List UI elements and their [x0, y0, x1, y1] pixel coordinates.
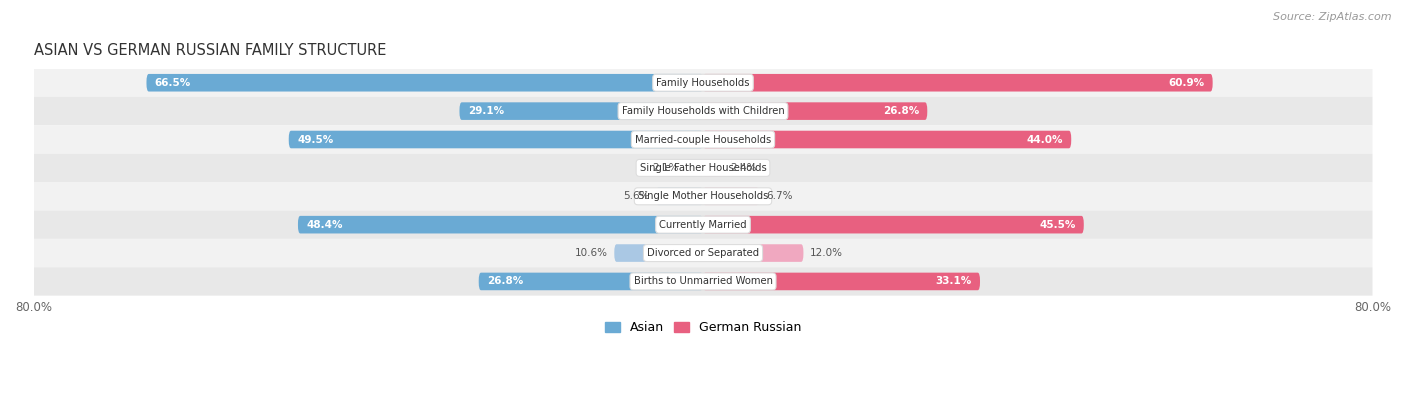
Text: 12.0%: 12.0% [810, 248, 844, 258]
Text: 2.4%: 2.4% [730, 163, 756, 173]
Text: Single Father Households: Single Father Households [640, 163, 766, 173]
FancyBboxPatch shape [703, 102, 928, 120]
Text: 5.6%: 5.6% [623, 191, 650, 201]
FancyBboxPatch shape [614, 244, 703, 262]
FancyBboxPatch shape [298, 216, 703, 233]
FancyBboxPatch shape [703, 188, 759, 205]
Text: Divorced or Separated: Divorced or Separated [647, 248, 759, 258]
FancyBboxPatch shape [478, 273, 703, 290]
FancyBboxPatch shape [703, 159, 723, 177]
Text: 10.6%: 10.6% [575, 248, 607, 258]
FancyBboxPatch shape [34, 182, 1372, 211]
Text: 60.9%: 60.9% [1168, 78, 1205, 88]
Text: 49.5%: 49.5% [297, 135, 333, 145]
FancyBboxPatch shape [657, 188, 703, 205]
Text: 29.1%: 29.1% [468, 106, 503, 116]
Text: 6.7%: 6.7% [766, 191, 792, 201]
Text: 2.1%: 2.1% [652, 163, 679, 173]
Legend: Asian, German Russian: Asian, German Russian [600, 316, 806, 339]
FancyBboxPatch shape [34, 69, 1372, 97]
FancyBboxPatch shape [686, 159, 703, 177]
FancyBboxPatch shape [34, 97, 1372, 125]
Text: Births to Unmarried Women: Births to Unmarried Women [634, 276, 772, 286]
FancyBboxPatch shape [146, 74, 703, 92]
Text: 45.5%: 45.5% [1039, 220, 1076, 229]
FancyBboxPatch shape [703, 216, 1084, 233]
FancyBboxPatch shape [703, 244, 803, 262]
Text: Source: ZipAtlas.com: Source: ZipAtlas.com [1274, 12, 1392, 22]
FancyBboxPatch shape [34, 154, 1372, 182]
Text: ASIAN VS GERMAN RUSSIAN FAMILY STRUCTURE: ASIAN VS GERMAN RUSSIAN FAMILY STRUCTURE [34, 43, 385, 58]
FancyBboxPatch shape [34, 211, 1372, 239]
FancyBboxPatch shape [34, 125, 1372, 154]
Text: Married-couple Households: Married-couple Households [636, 135, 770, 145]
Text: Currently Married: Currently Married [659, 220, 747, 229]
FancyBboxPatch shape [460, 102, 703, 120]
Text: 44.0%: 44.0% [1026, 135, 1063, 145]
FancyBboxPatch shape [703, 74, 1212, 92]
Text: Single Mother Households: Single Mother Households [638, 191, 768, 201]
Text: 48.4%: 48.4% [307, 220, 343, 229]
Text: 33.1%: 33.1% [935, 276, 972, 286]
Text: Family Households: Family Households [657, 78, 749, 88]
Text: Family Households with Children: Family Households with Children [621, 106, 785, 116]
FancyBboxPatch shape [288, 131, 703, 148]
FancyBboxPatch shape [703, 131, 1071, 148]
FancyBboxPatch shape [34, 267, 1372, 295]
Text: 26.8%: 26.8% [486, 276, 523, 286]
Text: 66.5%: 66.5% [155, 78, 191, 88]
FancyBboxPatch shape [34, 239, 1372, 267]
Text: 26.8%: 26.8% [883, 106, 920, 116]
FancyBboxPatch shape [703, 273, 980, 290]
